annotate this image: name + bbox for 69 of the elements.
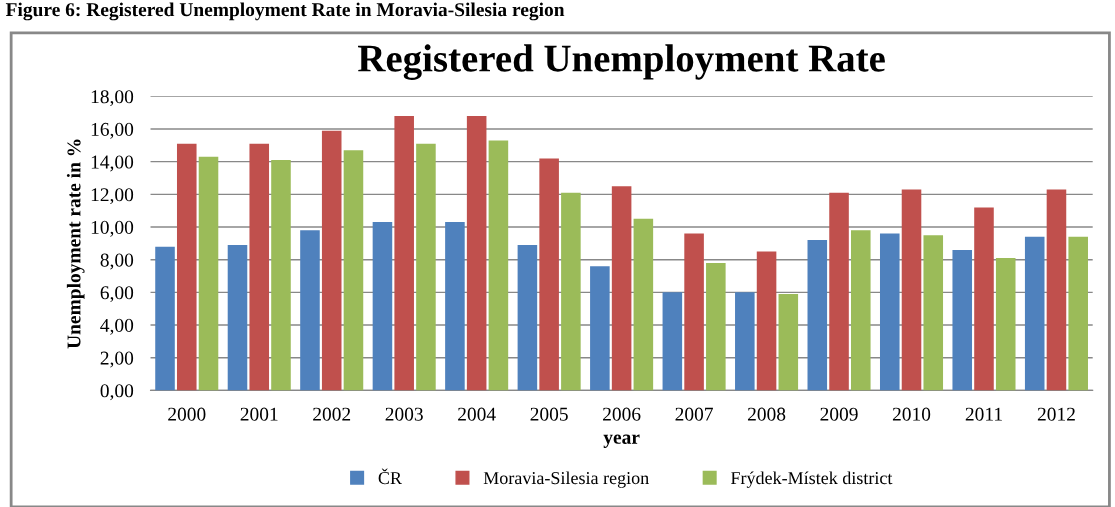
bar	[1046, 189, 1067, 391]
bar	[321, 130, 342, 391]
bar	[901, 189, 922, 391]
bar	[807, 240, 828, 391]
x-tick-label: 2001	[240, 407, 278, 421]
bar	[829, 192, 849, 391]
x-axis-title: year	[603, 434, 640, 448]
bar	[1024, 236, 1045, 391]
bar	[561, 192, 581, 391]
x-tick-label: 2002	[313, 407, 351, 421]
bar	[995, 258, 1016, 391]
bar	[923, 235, 944, 391]
bar	[176, 143, 197, 391]
bar	[155, 246, 175, 391]
bar	[394, 115, 414, 391]
bar	[851, 230, 871, 391]
bar	[539, 158, 559, 391]
bar	[300, 230, 320, 391]
bar	[706, 262, 726, 391]
x-tick-label: 2012	[1037, 407, 1075, 421]
bar	[756, 251, 777, 391]
legend-label: ČR	[378, 468, 402, 485]
chart-title: Registered Unemployment Rate	[358, 44, 885, 80]
x-tick-label: 2005	[530, 407, 568, 421]
bar	[249, 143, 270, 391]
y-tick-label: 12,00	[91, 188, 134, 205]
bar	[517, 244, 538, 391]
y-tick-label: 0,00	[100, 384, 134, 401]
x-tick-label: 2011	[965, 407, 1002, 421]
bar	[227, 244, 248, 391]
y-tick-label: 10,00	[91, 220, 134, 237]
x-tick-label: 2007	[675, 407, 713, 421]
y-tick-label: 8,00	[100, 253, 134, 270]
caption: Figure 6: Registered Unemployment Rate in Moravia-Silesia region	[5, 2, 565, 21]
bar	[590, 266, 610, 391]
bar	[735, 292, 755, 391]
bar	[778, 294, 799, 391]
y-tick-label: 4,00	[100, 318, 134, 335]
x-tick-label: 2009	[820, 407, 858, 421]
y-tick-label: 14,00	[91, 155, 134, 172]
x-tick-label: 2010	[892, 407, 931, 421]
y-tick-label: 6,00	[100, 286, 134, 303]
bar	[271, 160, 291, 391]
bar	[372, 222, 393, 391]
x-tick-label: 2008	[747, 407, 786, 421]
bar	[1068, 236, 1088, 391]
y-tick-label: 16,00	[91, 122, 134, 139]
y-axis-title: Unemployment rate in %	[66, 139, 85, 349]
bar	[343, 150, 364, 391]
bar	[974, 207, 994, 391]
x-tick-label: 2004	[458, 407, 496, 421]
bar	[416, 143, 436, 391]
bar	[611, 186, 632, 391]
x-tick-label: 2003	[385, 407, 423, 421]
legend-label: Frýdek-Místek district	[730, 471, 893, 488]
bar	[684, 233, 704, 391]
bar	[952, 249, 973, 391]
bar	[488, 140, 509, 391]
y-tick-label: 2,00	[100, 351, 134, 368]
bar	[633, 218, 654, 391]
x-tick-label: 2006	[603, 407, 641, 421]
x-tick-label: 2000	[168, 407, 206, 421]
legend-label: Moravia-Silesia region	[483, 471, 649, 488]
bar	[662, 292, 683, 391]
y-tick-label: 18,00	[91, 90, 134, 107]
bar	[445, 222, 465, 391]
bar	[466, 115, 487, 391]
bar	[198, 156, 219, 391]
bar	[879, 233, 900, 391]
